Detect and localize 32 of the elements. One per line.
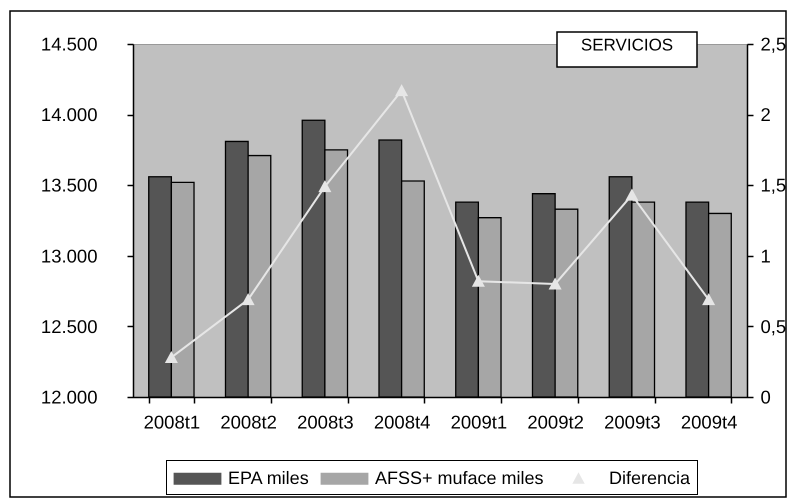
y2-tick-label: 0: [760, 386, 771, 408]
y-tick-label: 12.500: [40, 316, 98, 337]
x-tick-label: 2008t3: [297, 412, 354, 432]
legend-label: Diferencia: [609, 468, 692, 488]
x-tick-label: 2009t1: [450, 412, 508, 432]
point: [472, 274, 485, 287]
x-tick-label: 2008t2: [220, 412, 277, 432]
x-tick-label: 2009t4: [680, 412, 738, 432]
y-tick-label: 13.000: [40, 245, 98, 266]
point: [164, 350, 178, 363]
x-tick-label: 2008t4: [374, 412, 430, 432]
y-tick-label: 13.500: [40, 174, 98, 196]
y-tick-label: 12.000: [40, 386, 98, 408]
y2-tick-label: 1,5: [760, 174, 786, 196]
legend-label: AFSS+ muface miles: [375, 468, 544, 488]
y2-tick-label: 2: [760, 104, 771, 126]
y2-tick-label: 2,5: [760, 34, 786, 54]
y2-tick-label: 1: [760, 245, 771, 266]
point: [395, 84, 408, 96]
point: [242, 293, 255, 306]
x-tick-label: 2009t2: [527, 412, 584, 432]
y-tick-label: 14.000: [40, 104, 98, 126]
point: [702, 293, 716, 306]
x-tick-label: 2008t1: [144, 412, 200, 432]
y-tick-label: 14.500: [40, 34, 98, 54]
point: [625, 188, 638, 201]
point: [548, 278, 562, 290]
x-tick-label: 2009t3: [604, 412, 661, 432]
y2-tick-label: 0,5: [760, 316, 786, 337]
point: [318, 180, 332, 192]
chart-title: SERVICIOS: [580, 36, 674, 54]
legend-label: EPA miles: [228, 468, 309, 488]
